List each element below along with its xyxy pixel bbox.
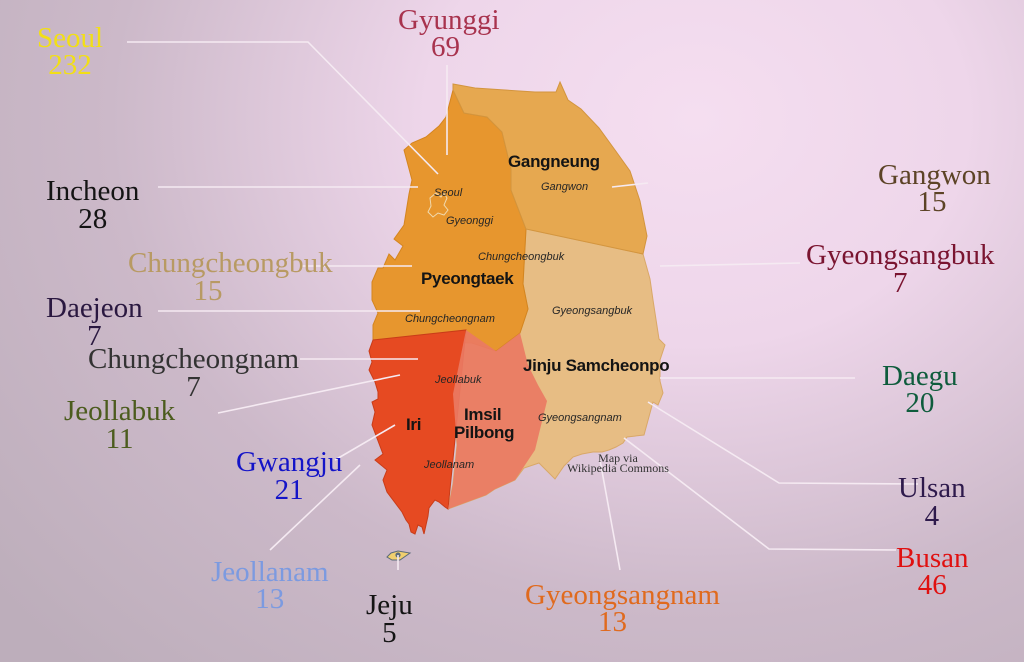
- svg-text:Gyeongsangbuk: Gyeongsangbuk: [552, 305, 633, 317]
- svg-text:Pyeongtaek: Pyeongtaek: [421, 269, 514, 288]
- svg-text:Imsil: Imsil: [464, 405, 501, 424]
- svg-text:Jinju Samcheonpo: Jinju Samcheonpo: [523, 356, 669, 375]
- svg-text:Chungcheongnam: Chungcheongnam: [405, 313, 495, 325]
- svg-text:Jeollanam: Jeollanam: [423, 459, 474, 471]
- svg-text:Seoul: Seoul: [434, 187, 463, 199]
- svg-text:Jeollabuk: Jeollabuk: [434, 374, 482, 386]
- svg-text:Gyeonggi: Gyeonggi: [446, 215, 494, 227]
- svg-text:Gyeongsangnam: Gyeongsangnam: [538, 412, 622, 424]
- svg-text:Wikipedia Commons: Wikipedia Commons: [567, 461, 669, 475]
- svg-text:Gangwon: Gangwon: [541, 181, 588, 193]
- svg-text:Pilbong: Pilbong: [454, 423, 514, 442]
- svg-text:Gangneung: Gangneung: [508, 152, 600, 171]
- svg-text:Iri: Iri: [406, 415, 421, 434]
- svg-text:Chungcheongbuk: Chungcheongbuk: [478, 251, 565, 263]
